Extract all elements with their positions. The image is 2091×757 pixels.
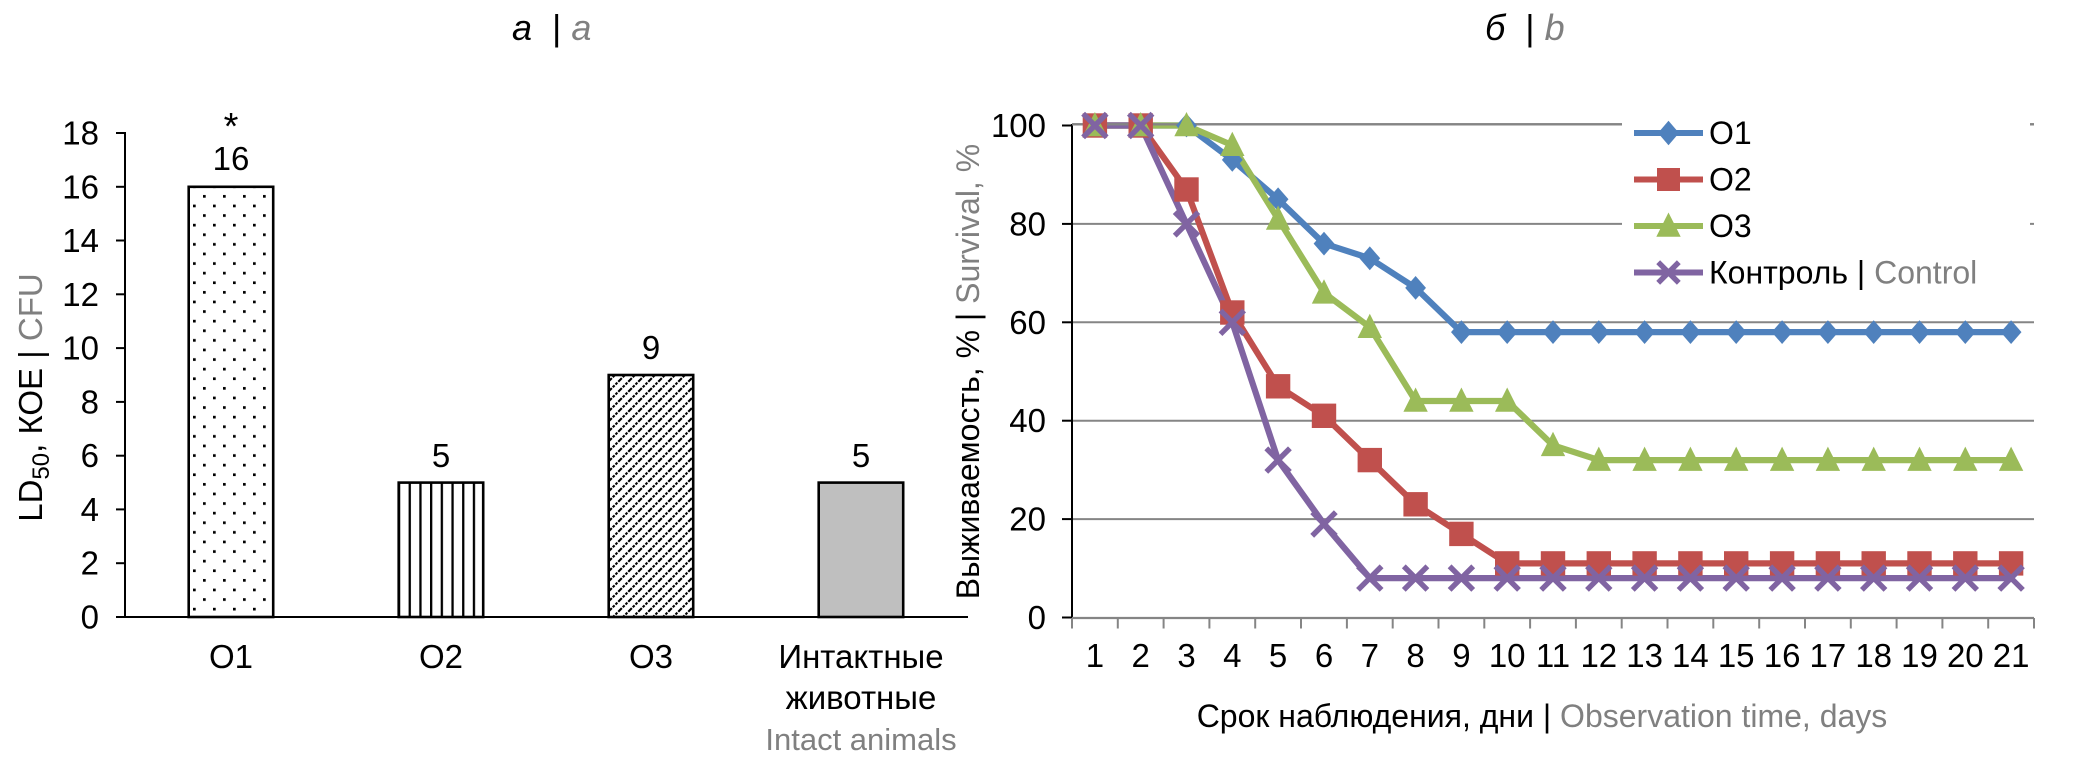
svg-text:4: 4 (81, 491, 99, 528)
svg-text:O1: O1 (209, 638, 253, 675)
svg-text:40: 40 (1009, 402, 1046, 439)
svg-text:5: 5 (432, 437, 450, 474)
svg-text:8: 8 (1406, 637, 1424, 674)
svg-text:9: 9 (1452, 637, 1470, 674)
svg-text:12: 12 (62, 276, 99, 313)
svg-text:4: 4 (1223, 637, 1241, 674)
svg-text:O3: O3 (629, 638, 673, 675)
svg-text:80: 80 (1009, 205, 1046, 242)
svg-text:Контроль | Control: Контроль | Control (1709, 255, 1977, 291)
svg-text:Intact animals: Intact animals (765, 722, 956, 757)
svg-text:14: 14 (1672, 637, 1709, 674)
svg-text:O1: O1 (1709, 115, 1752, 151)
svg-text:*: * (224, 106, 239, 148)
svg-text:21: 21 (1993, 637, 2030, 674)
svg-text:5: 5 (852, 437, 870, 474)
svg-text:1: 1 (1086, 637, 1104, 674)
svg-text:2: 2 (81, 545, 99, 582)
svg-text:6: 6 (1315, 637, 1333, 674)
svg-text:13: 13 (1626, 637, 1663, 674)
svg-text:O3: O3 (1709, 208, 1752, 244)
svg-text:10: 10 (62, 330, 99, 367)
svg-text:5: 5 (1269, 637, 1287, 674)
svg-text:O2: O2 (419, 638, 463, 675)
svg-text:LD50, КОЕ | CFU: LD50, КОЕ | CFU (12, 273, 55, 522)
svg-text:8: 8 (81, 383, 99, 420)
svg-text:Срок наблюдения, дни | Observa: Срок наблюдения, дни | Observation time,… (1197, 698, 1888, 734)
svg-text:60: 60 (1009, 304, 1046, 341)
svg-text:18: 18 (1855, 637, 1892, 674)
svg-text:6: 6 (81, 437, 99, 474)
svg-text:100: 100 (991, 107, 1046, 144)
svg-text:16: 16 (62, 168, 99, 205)
svg-text:O2: O2 (1709, 162, 1752, 198)
svg-text:Интактные: Интактные (778, 638, 943, 675)
svg-text:16: 16 (213, 140, 250, 177)
svg-text:Выживаемость, % | Survival, %: Выживаемость, % | Survival, % (950, 144, 986, 599)
svg-text:17: 17 (1810, 637, 1847, 674)
svg-text:15: 15 (1718, 637, 1755, 674)
svg-text:19: 19 (1901, 637, 1938, 674)
svg-text:2: 2 (1132, 637, 1150, 674)
svg-text:7: 7 (1361, 637, 1379, 674)
svg-text:20: 20 (1009, 501, 1046, 538)
svg-text:б | b: б | b (1485, 7, 1565, 48)
svg-text:0: 0 (1028, 599, 1046, 636)
svg-text:0: 0 (81, 599, 99, 636)
svg-text:а | a: а | a (512, 7, 591, 48)
svg-text:14: 14 (62, 222, 99, 259)
svg-text:18: 18 (62, 115, 99, 152)
svg-text:20: 20 (1947, 637, 1984, 674)
svg-text:12: 12 (1580, 637, 1617, 674)
svg-text:10: 10 (1489, 637, 1526, 674)
svg-text:животные: животные (786, 679, 937, 716)
svg-text:11: 11 (1536, 637, 1570, 674)
svg-text:3: 3 (1177, 637, 1195, 674)
svg-text:16: 16 (1764, 637, 1801, 674)
svg-text:9: 9 (642, 329, 660, 366)
